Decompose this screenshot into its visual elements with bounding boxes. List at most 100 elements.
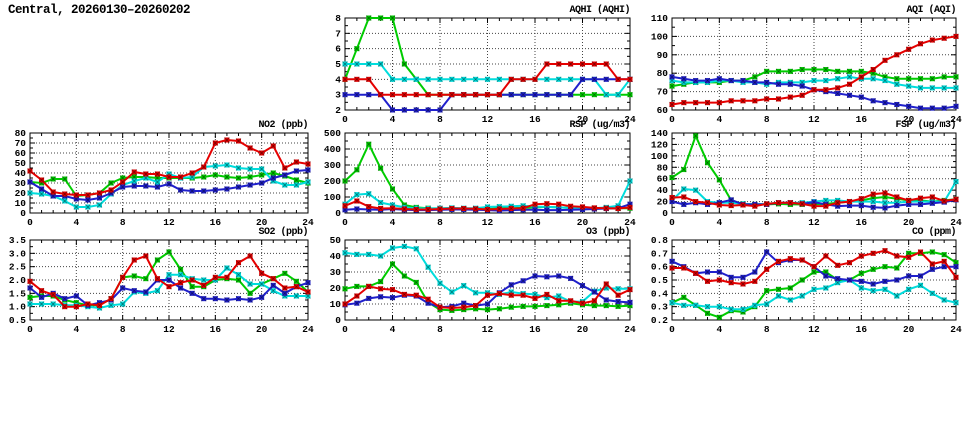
svg-text:20: 20 — [256, 217, 268, 228]
o3-plot-canvas: 0 4 8 12 16 20 24 0 10 20 30 40 50 — [330, 235, 636, 335]
svg-text:8: 8 — [764, 324, 770, 335]
svg-text:50: 50 — [15, 158, 27, 169]
svg-text:12: 12 — [163, 324, 175, 335]
svg-text:10: 10 — [15, 198, 27, 209]
chart-no2: NO2 (ppb) 0 4 8 12 16 20 24 0 10 20 30 40 50 60 70 80 — [2, 120, 318, 230]
svg-text:0.6: 0.6 — [651, 262, 668, 273]
svg-text:3.5: 3.5 — [9, 235, 26, 246]
svg-text:20: 20 — [903, 324, 915, 335]
svg-text:8: 8 — [764, 114, 770, 125]
svg-text:20: 20 — [903, 114, 915, 125]
chart-so2: SO2 (ppb) 0 4 8 12 16 20 24 0.5 1.0 1.5 2.0 2.5 3.0 3… — [2, 227, 318, 337]
svg-text:120: 120 — [651, 139, 668, 150]
svg-text:30: 30 — [15, 178, 27, 189]
svg-text:24: 24 — [950, 324, 962, 335]
svg-text:24: 24 — [950, 114, 962, 125]
svg-text:4: 4 — [716, 217, 722, 228]
svg-text:8: 8 — [437, 217, 443, 228]
svg-text:0: 0 — [342, 324, 348, 335]
chart-co: CO (ppm) 0 4 8 12 16 20 24 0.2 0.3 0.4 0.5 0.6 0.7 0.… — [644, 227, 966, 337]
chart-title-rsp: RSP (ug/m3) — [569, 120, 630, 131]
svg-text:16: 16 — [856, 217, 868, 228]
svg-text:20: 20 — [15, 188, 27, 199]
svg-text:0.4: 0.4 — [651, 288, 668, 299]
svg-text:10: 10 — [330, 299, 342, 310]
svg-text:16: 16 — [529, 324, 541, 335]
svg-text:8: 8 — [120, 324, 126, 335]
svg-text:60: 60 — [15, 148, 27, 159]
svg-text:16: 16 — [210, 217, 222, 228]
chart-title-so2: SO2 (ppb) — [258, 227, 308, 238]
svg-text:30: 30 — [330, 267, 342, 278]
rsp-plot-canvas: 0 4 8 12 16 20 24 0 100 200 300 400 500 — [324, 128, 636, 228]
svg-text:70: 70 — [657, 87, 669, 98]
svg-text:50: 50 — [330, 235, 342, 246]
svg-text:140: 140 — [651, 128, 668, 139]
svg-text:20: 20 — [256, 324, 268, 335]
svg-text:12: 12 — [482, 324, 494, 335]
svg-text:0.3: 0.3 — [651, 302, 668, 313]
svg-text:0: 0 — [27, 324, 33, 335]
chart-title-aqhi: AQHI (AQHI) — [569, 5, 630, 16]
svg-text:400: 400 — [324, 144, 341, 155]
svg-text:0: 0 — [20, 208, 26, 219]
svg-text:8: 8 — [437, 324, 443, 335]
svg-text:60: 60 — [657, 174, 669, 185]
svg-text:16: 16 — [856, 324, 868, 335]
svg-text:4: 4 — [335, 74, 341, 85]
svg-text:0.8: 0.8 — [651, 235, 668, 246]
svg-text:12: 12 — [482, 114, 494, 125]
so2-plot-canvas: 0 4 8 12 16 20 24 0.5 1.0 1.5 2.0 2.5 3.0 3.5 — [9, 235, 314, 335]
svg-text:0.7: 0.7 — [651, 248, 668, 259]
svg-text:200: 200 — [324, 176, 341, 187]
svg-text:20: 20 — [577, 324, 589, 335]
svg-text:4: 4 — [716, 114, 722, 125]
svg-text:300: 300 — [324, 160, 341, 171]
svg-text:20: 20 — [903, 217, 915, 228]
svg-text:7: 7 — [335, 28, 341, 39]
svg-text:0.2: 0.2 — [651, 315, 668, 326]
chart-rsp: RSP (ug/m3) 0 4 8 12 16 20 24 0 100 200 300 400 500 — [317, 120, 640, 230]
chart-title-o3: O3 (ppb) — [585, 227, 631, 238]
svg-text:60: 60 — [657, 105, 669, 116]
svg-text:0: 0 — [342, 217, 348, 228]
svg-text:24: 24 — [950, 217, 962, 228]
chart-o3: O3 (ppb) 0 4 8 12 16 20 24 0 10 20 30 40 50 — [317, 227, 640, 337]
svg-text:2.5: 2.5 — [9, 262, 26, 273]
svg-text:100: 100 — [651, 151, 668, 162]
svg-text:12: 12 — [482, 217, 494, 228]
svg-text:24: 24 — [302, 217, 314, 228]
svg-text:0.5: 0.5 — [651, 275, 668, 286]
chart-title-aqi: AQI (AQI) — [906, 5, 956, 16]
svg-text:8: 8 — [437, 114, 443, 125]
page-title: Central, 20260130–20260202 — [8, 3, 191, 17]
svg-text:0: 0 — [662, 208, 668, 219]
svg-text:24: 24 — [624, 217, 636, 228]
svg-text:5: 5 — [335, 59, 341, 70]
svg-text:3: 3 — [335, 90, 341, 101]
svg-text:0: 0 — [669, 324, 675, 335]
chart-fsp: FSP (ug/m3) 0 4 8 12 16 20 24 0 20 40 60 80 100 120 14… — [644, 120, 966, 230]
svg-text:0: 0 — [335, 208, 341, 219]
svg-text:100: 100 — [324, 192, 341, 203]
svg-text:4: 4 — [73, 324, 79, 335]
svg-text:3.0: 3.0 — [9, 248, 26, 259]
svg-text:20: 20 — [577, 217, 589, 228]
svg-text:20: 20 — [330, 283, 342, 294]
svg-text:8: 8 — [335, 13, 341, 24]
svg-text:24: 24 — [624, 114, 636, 125]
svg-text:40: 40 — [657, 185, 669, 196]
svg-text:0: 0 — [342, 114, 348, 125]
aqi-plot-canvas: 0 4 8 12 16 20 24 60 70 80 90 100 110 — [651, 13, 962, 125]
chart-aqhi: AQHI (AQHI) 0 4 8 12 16 20 24 2 3 4 5 6 7 8 — [317, 5, 640, 127]
chart-title-fsp: FSP (ug/m3) — [895, 120, 956, 131]
svg-text:8: 8 — [764, 217, 770, 228]
svg-text:80: 80 — [657, 162, 669, 173]
svg-text:24: 24 — [302, 324, 314, 335]
svg-text:12: 12 — [808, 217, 820, 228]
svg-text:12: 12 — [808, 324, 820, 335]
svg-text:40: 40 — [15, 168, 27, 179]
svg-text:2: 2 — [335, 105, 341, 116]
chart-aqi: AQI (AQI) 0 4 8 12 16 20 24 60 70 80 90 100 110 — [644, 5, 966, 127]
